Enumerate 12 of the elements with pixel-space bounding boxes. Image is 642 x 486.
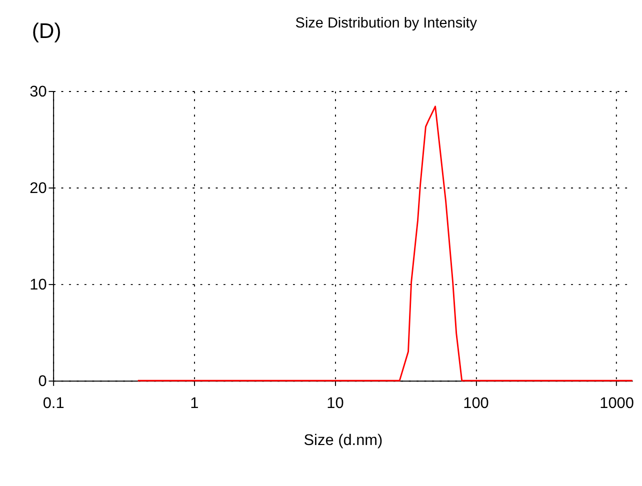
y-tick-label: 20 xyxy=(30,180,47,197)
x-tick-label: 1 xyxy=(190,395,199,412)
x-tick-label: 10 xyxy=(326,395,344,412)
x-tick-label: 1000 xyxy=(600,395,634,412)
x-axis-title: Size (d.nm) xyxy=(304,432,383,449)
text: (D) xyxy=(32,20,62,43)
y-tick-label: 0 xyxy=(38,372,47,390)
x-tick-label: 0.1 xyxy=(42,395,64,412)
y-tick-label: 10 xyxy=(30,276,47,294)
chart-title: Size Distribution by Intensity xyxy=(295,15,478,32)
x-tick-label: 100 xyxy=(463,395,489,412)
y-tick-label: 30 xyxy=(30,83,47,100)
